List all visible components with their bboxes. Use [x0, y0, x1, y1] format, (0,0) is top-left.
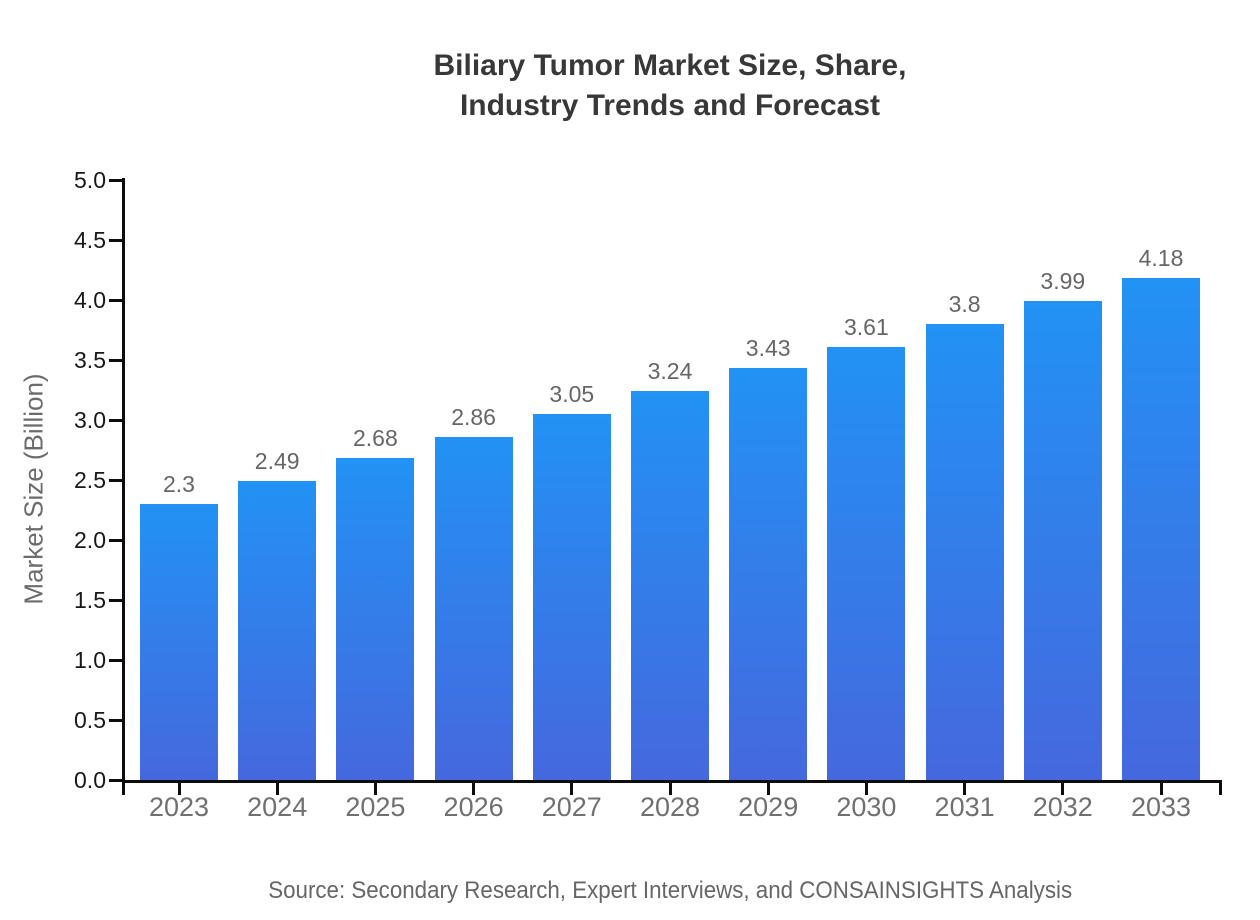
bar-value-label: 2.68 [353, 425, 398, 452]
x-tick-label: 2030 [836, 792, 897, 822]
y-tick-label: 2.5 [74, 467, 106, 493]
x-tick-label: 2029 [738, 792, 799, 822]
y-tick [109, 538, 125, 542]
y-tick [109, 178, 125, 182]
y-tick-label: 3.5 [74, 347, 106, 373]
x-tick-label: 2024 [247, 792, 308, 822]
bar-value-label: 3.05 [549, 381, 595, 407]
x-tick [570, 780, 574, 795]
bar-value-label: 3.43 [745, 335, 791, 362]
y-tick-label: 1.0 [74, 647, 106, 673]
x-tick-label: 2028 [639, 792, 701, 822]
x-tick [766, 780, 770, 795]
x-tick [963, 780, 967, 795]
bar-2033 [1122, 278, 1200, 780]
x-tick [373, 780, 377, 795]
y-tick-label: 2.0 [74, 527, 106, 553]
bar-value-label: 3.24 [647, 358, 693, 385]
x-tick [668, 780, 672, 795]
x-tick-label: 2032 [1032, 792, 1093, 822]
y-tick-label: 0.0 [74, 767, 106, 793]
bar-value-label: 3.99 [1040, 268, 1086, 295]
y-tick [109, 358, 125, 362]
bar-2023 [140, 504, 218, 780]
x-tick-label: 2025 [345, 792, 406, 822]
y-tick [109, 238, 125, 242]
x-axis-line [122, 780, 1222, 783]
y-tick [109, 478, 125, 482]
y-tick-label: 4.5 [74, 227, 106, 253]
bar-2024 [238, 481, 317, 780]
x-tick [1061, 780, 1065, 795]
x-tick [1159, 780, 1163, 795]
source-text: Source: Secondary Research, Expert Inter… [268, 877, 1072, 904]
source-note: Source: Secondary Research, Expert Inter… [80, 876, 1260, 906]
bar-value-label: 2.3 [163, 471, 195, 497]
x-tick-label: 2026 [443, 792, 504, 822]
bar-2026 [434, 436, 513, 780]
bar-2025 [336, 458, 415, 780]
x-tick [275, 780, 279, 795]
y-tick-label: 1.5 [74, 587, 106, 613]
x-tick-label: 2027 [541, 792, 602, 822]
bar-value-label: 4.18 [1138, 245, 1184, 272]
y-tick [109, 418, 125, 422]
bar-value-label: 3.61 [844, 313, 889, 340]
x-tick [177, 780, 181, 795]
x-tick-label: 2033 [1130, 792, 1192, 822]
x-tick-label: 2031 [934, 792, 995, 822]
bar-value-label: 2.86 [451, 403, 496, 430]
y-tick [109, 658, 125, 662]
y-tick [109, 298, 125, 302]
bar-2030 [827, 346, 906, 780]
bar-2027 [532, 414, 611, 780]
bar-2028 [631, 391, 709, 780]
x-tick [864, 780, 868, 795]
y-tick [109, 598, 125, 602]
y-tick-label: 4.0 [74, 287, 106, 313]
y-tick [109, 718, 125, 722]
x-tick-label: 2023 [148, 792, 210, 822]
y-tick-label: 0.5 [74, 707, 106, 733]
y-tick [109, 778, 125, 782]
bar-2032 [1023, 301, 1102, 780]
bar-2031 [925, 324, 1004, 780]
bar-value-label: 2.49 [254, 448, 300, 475]
x-tick [472, 780, 476, 795]
bar-2029 [729, 368, 808, 780]
y-tick-label: 5.0 [74, 167, 106, 193]
y-tick-label: 3.0 [74, 407, 106, 433]
y-axis-line [122, 178, 125, 795]
chart-title: Biliary Tumor Market Size, Share, Indust… [433, 49, 907, 122]
bar-value-label: 3.8 [948, 291, 981, 317]
x-axis-end-tick [1219, 780, 1222, 795]
